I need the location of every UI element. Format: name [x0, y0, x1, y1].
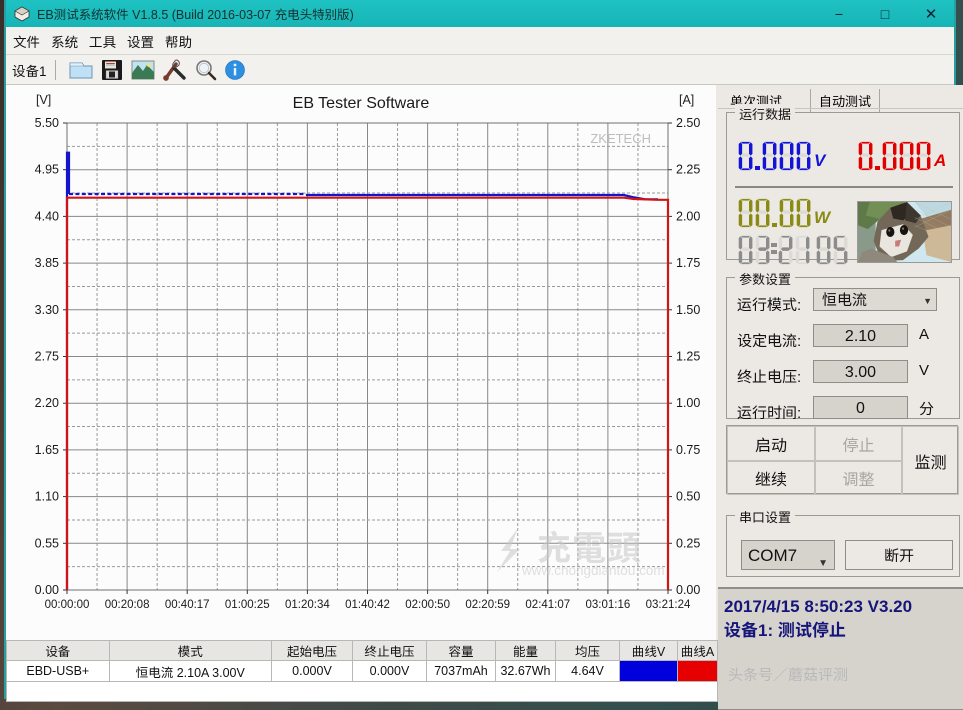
svg-text:0.00: 0.00 [676, 583, 700, 597]
svg-text:4.95: 4.95 [35, 163, 59, 177]
svg-text:1.50: 1.50 [676, 303, 700, 317]
svg-text:ZKETECH: ZKETECH [590, 131, 651, 146]
svg-text:01:00:25: 01:00:25 [225, 599, 270, 611]
svg-text:0.55: 0.55 [35, 536, 59, 550]
svg-text:3.30: 3.30 [35, 303, 59, 317]
svg-text:03:01:16: 03:01:16 [586, 599, 631, 611]
svg-text:2.50: 2.50 [676, 116, 700, 130]
svg-text:00:20:08: 00:20:08 [105, 599, 150, 611]
svg-text:2.00: 2.00 [676, 209, 700, 223]
svg-text:1.25: 1.25 [676, 350, 700, 364]
svg-text:0.00: 0.00 [35, 583, 59, 597]
svg-text:0.50: 0.50 [676, 490, 700, 504]
svg-text:01:40:42: 01:40:42 [345, 599, 390, 611]
svg-text:www.chongdiantou.com: www.chongdiantou.com [521, 563, 665, 578]
svg-text:1.75: 1.75 [676, 256, 700, 270]
svg-text:00:40:17: 00:40:17 [165, 599, 210, 611]
svg-text:03:21:24: 03:21:24 [646, 599, 691, 611]
svg-text:02:41:07: 02:41:07 [525, 599, 570, 611]
svg-text:3.85: 3.85 [35, 256, 59, 270]
svg-text:0.25: 0.25 [676, 536, 700, 550]
svg-text:02:20:59: 02:20:59 [465, 599, 510, 611]
svg-text:1.00: 1.00 [676, 396, 700, 410]
svg-text:2.20: 2.20 [35, 396, 59, 410]
svg-text:1.65: 1.65 [35, 443, 59, 457]
svg-text:0.75: 0.75 [676, 443, 700, 457]
svg-text:00:00:00: 00:00:00 [45, 599, 90, 611]
svg-text:01:20:34: 01:20:34 [285, 599, 330, 611]
svg-text:4.40: 4.40 [35, 209, 59, 223]
svg-text:1.10: 1.10 [35, 490, 59, 504]
svg-text:2.25: 2.25 [676, 163, 700, 177]
svg-text:02:00:50: 02:00:50 [405, 599, 450, 611]
svg-text:2.75: 2.75 [35, 350, 59, 364]
svg-text:5.50: 5.50 [35, 116, 59, 130]
